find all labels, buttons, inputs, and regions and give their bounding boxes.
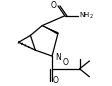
Text: N: N bbox=[55, 53, 61, 62]
Text: NH$_2$: NH$_2$ bbox=[79, 11, 94, 21]
Text: O: O bbox=[53, 76, 59, 85]
Polygon shape bbox=[42, 26, 58, 35]
Text: O: O bbox=[51, 1, 57, 10]
Text: O: O bbox=[63, 58, 69, 67]
